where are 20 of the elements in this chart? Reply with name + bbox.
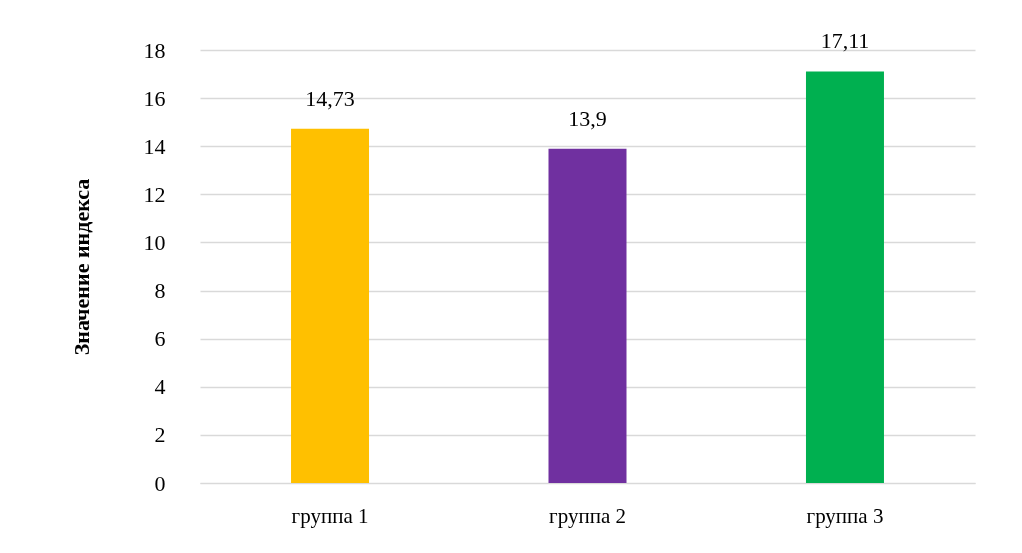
y-tick-label: 16: [143, 85, 166, 111]
x-tick-label: группа 2: [549, 503, 626, 528]
y-tick-label: 4: [154, 374, 166, 400]
data-label: 13,9: [568, 105, 607, 131]
y-axis-title: Значение индекса: [68, 178, 94, 356]
bar: [548, 148, 627, 483]
data-label: 14,73: [305, 85, 355, 111]
y-tick-label: 8: [154, 278, 166, 304]
bar: [291, 128, 370, 483]
y-tick-label: 18: [143, 37, 166, 63]
y-tick-label: 12: [143, 181, 166, 207]
y-tick-label: 14: [143, 133, 166, 159]
y-tick-label: 10: [143, 229, 166, 255]
y-tick-label: 2: [154, 422, 166, 448]
bar: [805, 71, 884, 483]
y-tick-label: 6: [154, 326, 166, 352]
x-tick-label: группа 3: [806, 503, 884, 528]
x-tick-label: группа 1: [291, 503, 369, 528]
data-label: 17,11: [820, 28, 870, 54]
y-tick-label: 0: [154, 470, 166, 496]
